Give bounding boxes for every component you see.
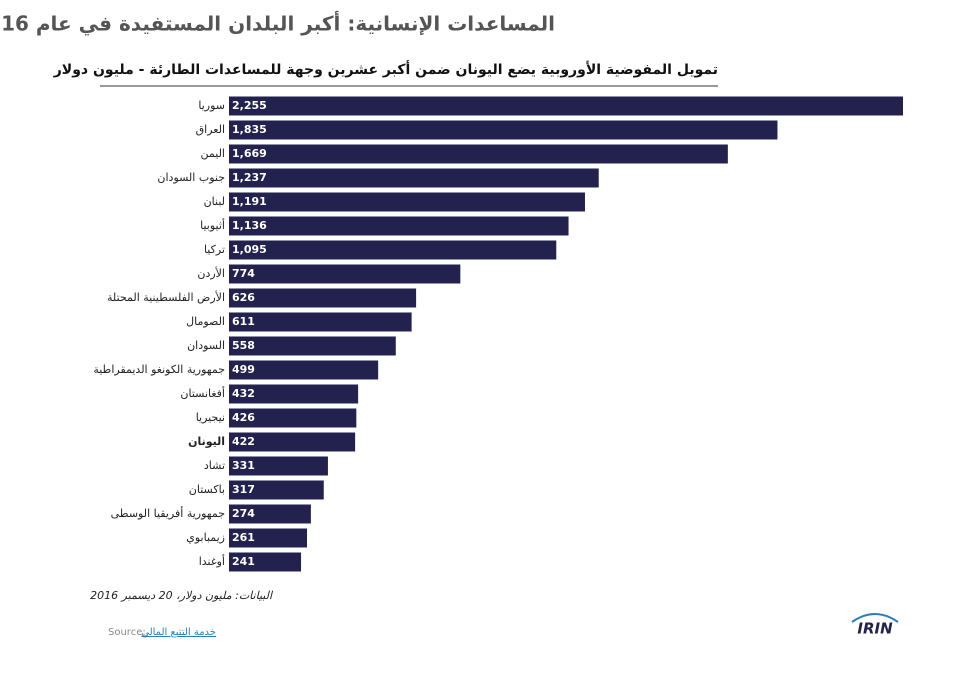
bar [229,360,379,380]
value-label: 274 [232,507,255,520]
bar [229,312,412,332]
bar [229,96,903,116]
category-label: جنوب السودان [157,171,225,184]
bar [229,120,778,140]
category-label: تركيا [204,243,225,256]
note: البيانات: مليون دولار، 20 ديسمبر 2016 [90,589,274,602]
value-label: 499 [232,363,255,376]
value-label: 261 [232,531,255,544]
source-link[interactable]: خدمة التتبع المالي [141,627,216,638]
bar [229,216,569,236]
value-label: 1,191 [232,195,267,208]
bar [229,144,728,164]
bar [229,384,359,404]
category-label: أثيوبيا [200,218,225,232]
value-label: 1,669 [232,147,267,160]
value-label: 611 [232,315,255,328]
value-label: 2,255 [232,99,267,112]
bar [229,552,302,572]
bar [229,504,311,524]
category-label: السودان [187,339,225,352]
value-label: 626 [232,291,255,304]
value-label: 558 [232,339,255,352]
value-label: 1,835 [232,123,267,136]
chart-subtitle: تمويل المفوضية الأوروبية يضع اليونان ضمن… [53,60,718,78]
value-label: 1,237 [232,171,267,184]
category-label: باكستان [189,483,225,496]
category-label: جمهورية الكونغو الديمقراطية [93,363,225,376]
logo: IRIN [857,620,893,638]
logo-arc [851,613,899,623]
category-label: لبنان [204,195,225,208]
category-label: العراق [196,123,225,136]
category-label: اليونان [188,435,225,448]
bar [229,528,308,548]
category-label: أوغندا [199,554,225,568]
bar [229,168,599,188]
category-label: الأردن [197,266,225,280]
category-label: تشاد [204,459,225,472]
bar [229,192,585,212]
bar [229,240,557,260]
value-label: 331 [232,459,255,472]
chart-title: المساعدات الإنسانية: أكبر البلدان المستف… [0,10,555,37]
category-label: الأرض الفلسطينية المحتلة [107,290,225,304]
bar [229,432,356,452]
value-label: 774 [232,267,255,280]
category-label: زيمبابوي [186,531,225,544]
bar [229,480,324,500]
bar [229,288,417,308]
value-label: 432 [232,387,255,400]
value-label: 1,136 [232,219,267,232]
value-label: 317 [232,483,255,496]
category-label: الصومال [186,315,225,328]
value-label: 422 [232,435,255,448]
source-label: Source: [108,627,146,638]
value-label: 1,095 [232,243,267,256]
category-label: نيجيريا [196,411,225,424]
bar [229,264,461,284]
bar [229,336,396,356]
bar [229,456,328,476]
category-label: جمهورية أفريقيا الوسطى [111,506,225,520]
category-label: سوريا [198,99,225,112]
category-label: اليمن [201,147,225,160]
value-label: 241 [232,555,255,568]
bar [229,408,357,428]
value-label: 426 [232,411,255,424]
category-label: أفغانستان [180,386,225,400]
